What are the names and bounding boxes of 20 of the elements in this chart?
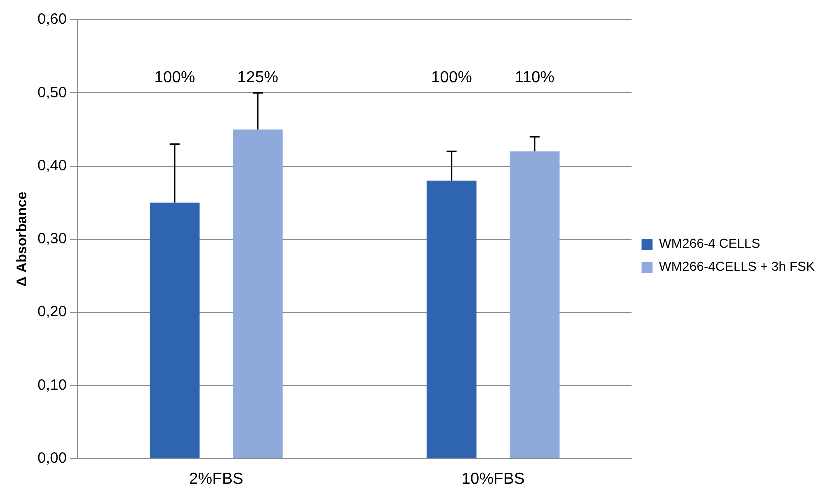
y-tick-label: 0,10 (38, 376, 67, 394)
bar (426, 180, 477, 458)
y-tick-label: 0,30 (38, 230, 67, 248)
y-tick-label: 0,50 (38, 84, 67, 102)
annotation: 110% (515, 69, 555, 86)
annotation: 125% (238, 69, 278, 86)
y-tick-label: 0,40 (38, 157, 67, 174)
bar (150, 202, 200, 458)
bar (233, 130, 283, 458)
legend-label: WM266-4CELLS + 3h FSK (659, 259, 816, 274)
x-tick-label: 2%FBS (189, 470, 244, 488)
y-tick-label: 0,60 (38, 11, 67, 28)
x-tick-label: 10%FBS (462, 470, 525, 488)
bar (510, 152, 560, 458)
annotation: 100% (431, 69, 472, 86)
legend-label: WM266-4 CELLS (659, 236, 761, 252)
annotation: 100% (154, 69, 196, 86)
y-axis-title: Δ Absorbance (13, 192, 30, 287)
y-tick-label: 0,00 (38, 450, 67, 467)
y-tick-label: 0,20 (38, 304, 67, 321)
